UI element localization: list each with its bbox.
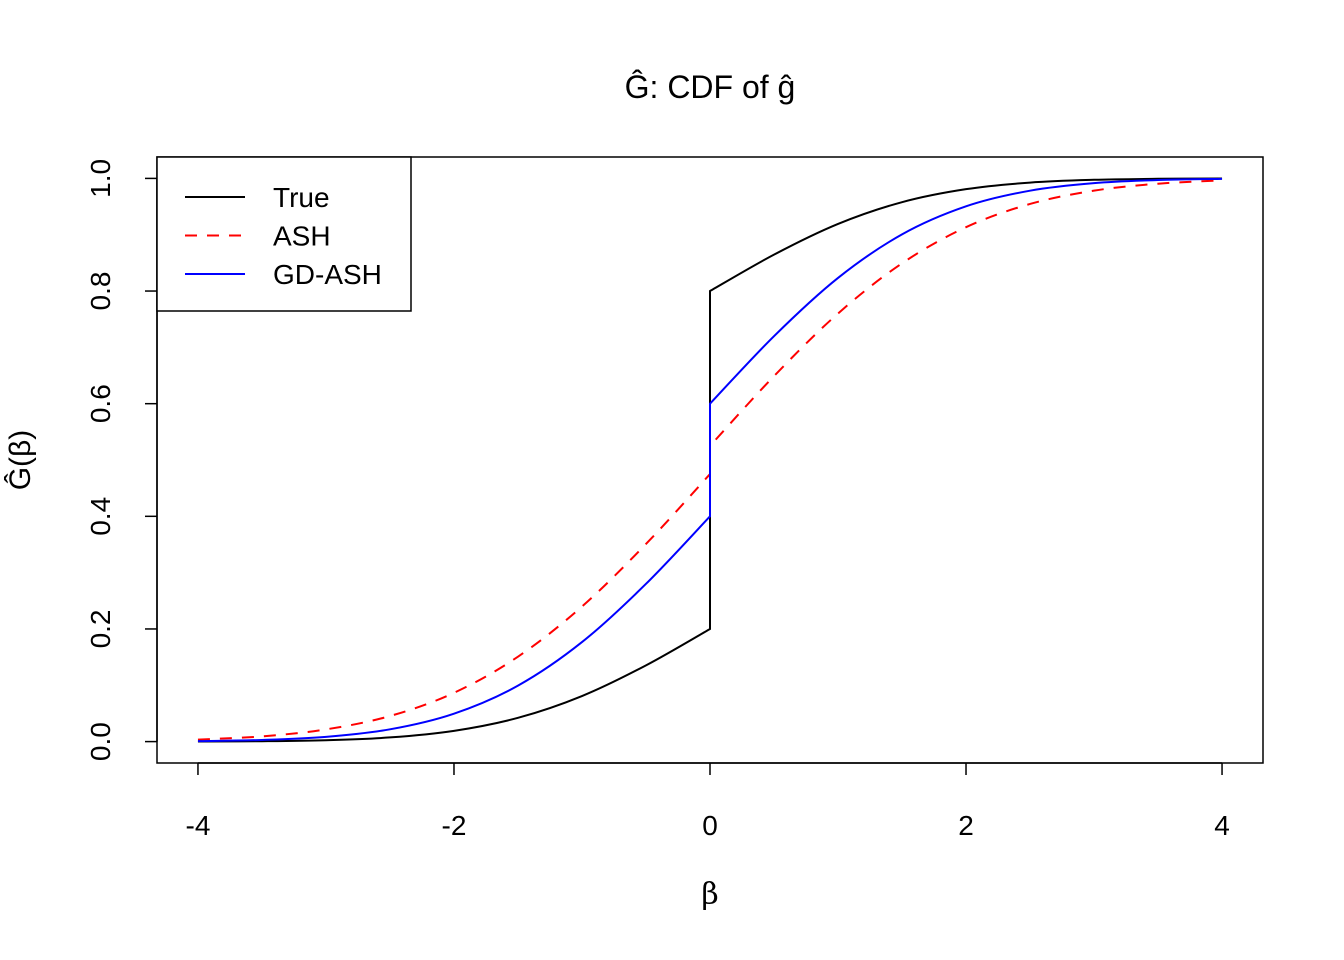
x-tick-label: 0 [702,810,718,841]
legend-label: GD-ASH [273,259,382,290]
series-line-gd-ash [197,177,1223,743]
y-axis-label: Ĝ(β) [3,430,37,491]
chart-title: Ĝ: CDF of ĝ [625,69,796,105]
x-tick-label: 2 [958,810,974,841]
series-line-ash [197,179,1223,741]
y-tick-label: 0.4 [85,497,116,536]
y-tick-label: 0.8 [85,272,116,311]
x-tick-label: 4 [1214,810,1230,841]
series-lines [197,177,1223,743]
legend-label: True [273,182,330,213]
y-tick-label: 0.6 [85,384,116,423]
y-tick-label: 0.2 [85,609,116,648]
y-tick-label: 1.0 [85,159,116,198]
legend: True ASH GD-ASH [156,156,412,312]
y-tick-label: 0.0 [85,722,116,761]
legend-box [156,156,412,312]
x-axis-label: β [701,877,718,912]
x-axis: -4 -2 0 2 4 [186,762,1230,841]
y-axis: 0.0 0.2 0.4 0.6 0.8 1.0 [85,159,158,761]
x-tick-label: -4 [186,810,211,841]
x-tick-label: -2 [442,810,467,841]
legend-label: ASH [273,221,331,252]
